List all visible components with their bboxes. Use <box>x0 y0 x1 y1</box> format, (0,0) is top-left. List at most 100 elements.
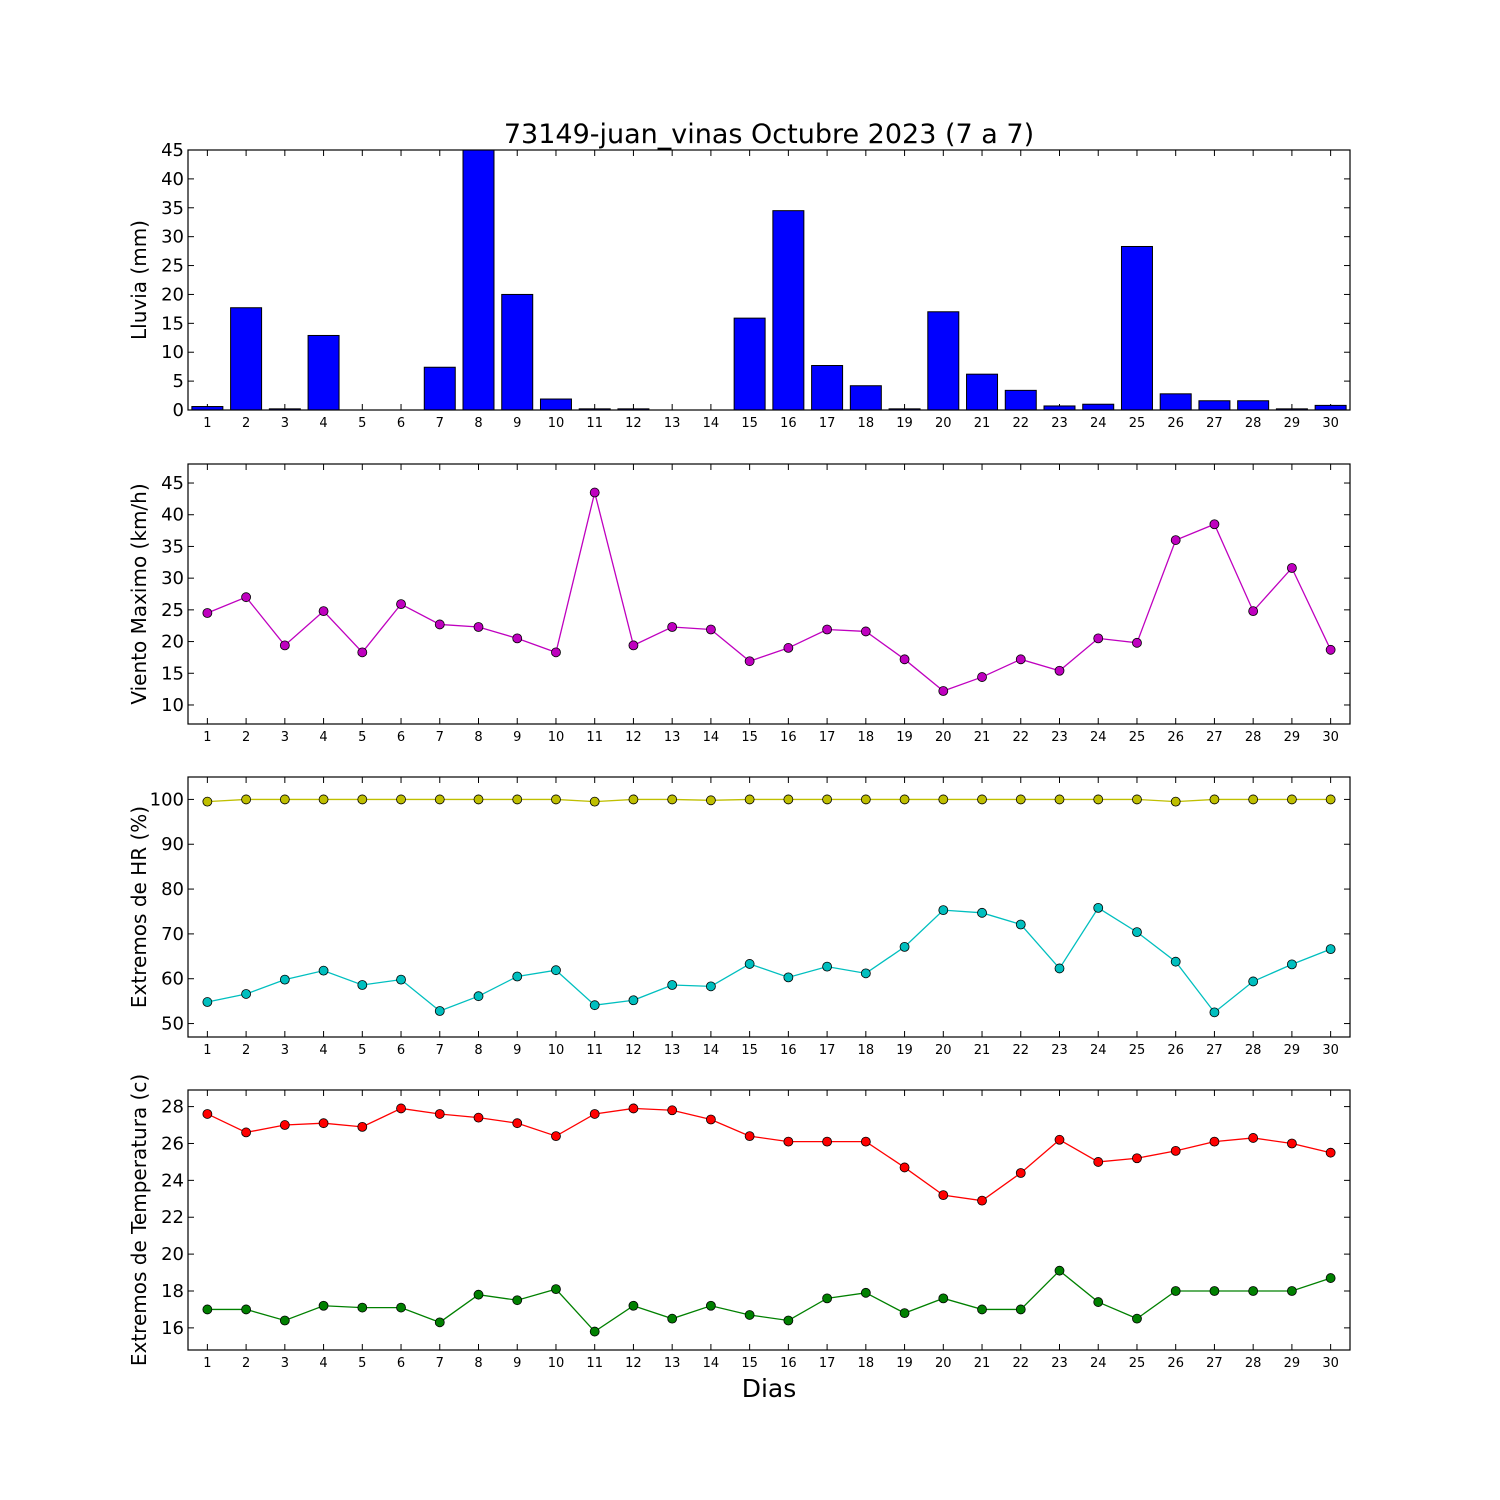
panel-1-xtick-label: 24 <box>1090 416 1107 431</box>
panel-2-xtick-label: 18 <box>858 730 875 745</box>
panel-2-xtick-label: 8 <box>474 730 482 745</box>
panel-4-xtick-label: 12 <box>625 1356 642 1371</box>
panel-3-frame <box>187 776 1351 1038</box>
panel-3-xtick-label: 3 <box>281 1043 289 1058</box>
bar-day-18 <box>849 385 882 411</box>
panel-1-xtick-label: 19 <box>896 416 913 431</box>
panel-3-series-1-point-day-24 <box>1093 794 1104 805</box>
panel-2-series-1-point-day-30 <box>1325 644 1336 655</box>
extremos-de-hr-axis-label: Extremos de HR (%) <box>127 806 151 1008</box>
panel-4-xtick-label: 7 <box>436 1356 444 1371</box>
panel-4-xtick-label: 15 <box>741 1356 758 1371</box>
panel-2-series-1-point-day-24 <box>1093 633 1104 644</box>
panel-4-series-1-point-day-23 <box>1054 1134 1065 1145</box>
panel-3-ytick-label: 80 <box>161 879 184 900</box>
panel-2-series-1-point-day-29 <box>1287 563 1297 573</box>
panel-3-xtick-label: 2 <box>242 1043 250 1058</box>
panel-4-ytick-label: 22 <box>161 1207 184 1228</box>
panel-2-xtick-label: 5 <box>358 730 366 745</box>
panel-3-series-2-line <box>207 907 1331 1014</box>
panel-3-xtick-label: 16 <box>780 1043 797 1058</box>
panel-3-series-2-point-day-21 <box>977 907 987 918</box>
panel-1-ytick-label: 5 <box>173 371 184 392</box>
panel-3-xtick-label: 30 <box>1322 1043 1339 1058</box>
panel-2-series-1-point-day-14 <box>706 624 716 635</box>
x-axis-label: Dias <box>742 1374 797 1403</box>
panel-1-xtick-label: 10 <box>548 416 565 431</box>
panel-1-xtick-label: 3 <box>281 416 289 431</box>
panel-2-series-1-point-day-19 <box>899 654 910 665</box>
panel-3-xtick-label: 28 <box>1245 1043 1262 1058</box>
panel-3-series-2-point-day-2 <box>241 989 252 999</box>
panel-3-xtick-label: 1 <box>203 1043 211 1058</box>
panel-2-xtick-label: 9 <box>513 730 521 745</box>
panel-1-xtick-label: 13 <box>664 416 681 431</box>
panel-1-xtick-label: 1 <box>203 416 211 431</box>
panel-4-xtick-label: 19 <box>896 1356 913 1371</box>
panel-4-xtick-label: 29 <box>1284 1356 1301 1371</box>
panel-3-xtick-label: 9 <box>513 1043 521 1058</box>
panel-2-series-1-point-day-27 <box>1209 519 1220 530</box>
panel-2-xtick-label: 14 <box>703 730 720 745</box>
panel-2-ytick-label: 40 <box>161 505 184 526</box>
panel-3-xtick-label: 22 <box>1012 1043 1029 1058</box>
panel-4-series-1-point-day-21 <box>977 1195 987 1206</box>
panel-4-xtick-label: 18 <box>858 1356 875 1371</box>
panel-3-series-1-point-day-2 <box>241 794 252 805</box>
panel-4-series-1-point-day-17 <box>822 1136 832 1147</box>
panel-2-series-1-point-day-26 <box>1170 535 1181 545</box>
panel-2-xtick-label: 12 <box>625 730 642 745</box>
panel-2-xtick-label: 28 <box>1245 730 1262 745</box>
panel-3-series-1-point-day-3 <box>279 794 290 805</box>
panel-4-xtick-label: 26 <box>1167 1356 1184 1371</box>
panel-2-series-1-point-day-4 <box>318 606 329 617</box>
panel-4-xtick-label: 3 <box>281 1356 289 1371</box>
panel-4-series-2-point-day-17 <box>822 1293 832 1304</box>
panel-3-series-1-point-day-20 <box>938 794 949 805</box>
panel-3-series-1-point-day-8 <box>473 794 484 805</box>
panel-1-ytick-label: 40 <box>161 169 184 190</box>
panel-2-series-1-point-day-25 <box>1132 637 1142 648</box>
panel-3-xtick-label: 18 <box>858 1043 875 1058</box>
panel-4-series-2-point-day-24 <box>1093 1297 1104 1307</box>
panel-3-series-2-point-day-15 <box>744 959 755 969</box>
panel-3-series-2-point-day-7 <box>434 1006 445 1016</box>
panel-4-series-1-point-day-1 <box>202 1109 213 1119</box>
panel-1-xtick-label: 2 <box>242 416 250 431</box>
panel-1-ytick-label: 25 <box>161 256 184 277</box>
bar-day-28 <box>1237 400 1270 411</box>
panel-3-series-1-point-day-21 <box>977 794 987 805</box>
panel-4-series-2-point-day-16 <box>783 1315 794 1326</box>
bar-day-15 <box>733 317 766 411</box>
panel-1-xtick-label: 8 <box>474 416 482 431</box>
panel-3-xtick-label: 10 <box>548 1043 565 1058</box>
panel-2-ytick-label: 15 <box>161 663 184 684</box>
panel-2-series-1-point-day-13 <box>667 622 678 632</box>
panel-3-xtick-label: 14 <box>703 1043 720 1058</box>
panel-3-series-2-point-day-12 <box>628 995 639 1006</box>
panel-2-xtick-label: 25 <box>1129 730 1146 745</box>
panel-3-xtick-label: 5 <box>358 1043 366 1058</box>
panel-3-series-1-point-day-10 <box>551 794 561 805</box>
panel-2-series-1-point-day-5 <box>357 647 368 658</box>
panel-4-series-2-point-day-12 <box>628 1300 639 1311</box>
panel-4-ytick-label: 26 <box>161 1133 184 1154</box>
bar-day-2 <box>230 307 263 411</box>
panel-4-series-2-point-day-20 <box>938 1293 949 1304</box>
panel-4-series-1-point-day-25 <box>1132 1153 1142 1164</box>
panel-4-series-1-point-day-22 <box>1015 1168 1026 1178</box>
panel-4-series-1-point-day-12 <box>628 1103 639 1114</box>
panel-4-ytick-label: 24 <box>161 1170 184 1191</box>
bar-day-9 <box>501 293 534 411</box>
panel-4-xtick-label: 1 <box>203 1356 211 1371</box>
bar-day-21 <box>966 373 999 411</box>
panel-1-xtick-label: 14 <box>703 416 720 431</box>
chart-title: 73149-juan_vinas Octubre 2023 (7 a 7) <box>504 119 1034 150</box>
panel-2-ytick-label: 20 <box>161 632 184 653</box>
panel-3-series-1-point-day-16 <box>783 794 794 805</box>
panel-1-xtick-label: 15 <box>741 416 758 431</box>
panel-3-series-2-point-day-5 <box>357 980 368 990</box>
panel-1-ytick-label: 35 <box>161 198 184 219</box>
panel-4-xtick-label: 16 <box>780 1356 797 1371</box>
